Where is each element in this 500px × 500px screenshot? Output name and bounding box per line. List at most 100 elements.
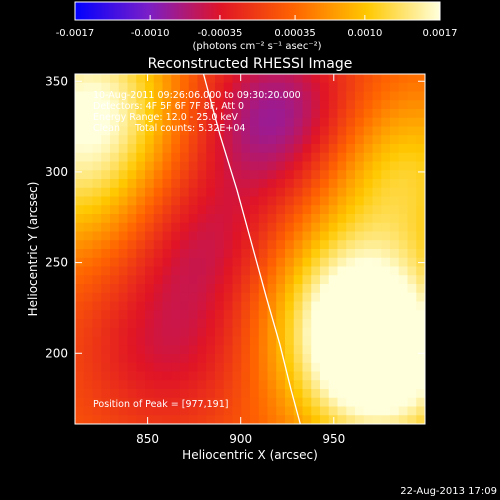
heatmap-cell bbox=[92, 292, 102, 303]
heatmap-cell bbox=[267, 82, 277, 93]
heatmap-cell bbox=[241, 371, 251, 381]
heatmap-cell bbox=[407, 415, 417, 424]
heatmap-cell bbox=[162, 257, 172, 268]
heatmap-cell bbox=[75, 126, 85, 136]
heatmap-cell bbox=[372, 109, 382, 119]
heatmap-cell bbox=[285, 100, 295, 110]
heatmap-cell bbox=[153, 397, 164, 408]
heatmap-cell bbox=[153, 135, 164, 145]
heatmap-cell bbox=[372, 222, 382, 233]
heatmap-cell bbox=[381, 161, 391, 171]
heatmap-cell bbox=[188, 152, 199, 163]
heatmap-cell bbox=[250, 310, 260, 320]
heatmap-cell bbox=[206, 371, 216, 381]
heatmap-cell bbox=[390, 91, 400, 101]
heatmap-cell bbox=[215, 284, 225, 294]
heatmap-cell bbox=[285, 284, 295, 294]
heatmap-cell bbox=[206, 82, 216, 93]
heatmap-cell bbox=[241, 179, 251, 189]
heatmap-cell bbox=[285, 336, 295, 346]
heatmap-cell bbox=[232, 292, 242, 303]
heatmap-cell bbox=[328, 310, 339, 320]
heatmap-cell bbox=[346, 397, 356, 408]
heatmap-cell bbox=[250, 284, 260, 294]
heatmap-cell bbox=[267, 319, 277, 329]
heatmap-cell bbox=[153, 222, 164, 233]
heatmap-cell bbox=[171, 196, 181, 206]
heatmap-cell bbox=[250, 74, 260, 84]
heatmap-cell bbox=[390, 371, 400, 381]
heatmap-cell bbox=[398, 196, 409, 206]
heatmap-cell bbox=[136, 91, 146, 101]
heatmap-cell bbox=[241, 126, 251, 136]
heatmap-cell bbox=[311, 301, 321, 311]
heatmap-cell bbox=[407, 109, 417, 119]
heatmap-cell bbox=[311, 91, 321, 101]
heatmap-cell bbox=[381, 144, 391, 154]
heatmap-cell bbox=[118, 214, 129, 224]
heatmap-cell bbox=[337, 292, 347, 303]
heatmap-cell bbox=[337, 214, 347, 224]
heatmap-cell bbox=[285, 196, 295, 206]
heatmap-cell bbox=[390, 301, 400, 311]
heatmap-cell bbox=[250, 91, 260, 101]
heatmap-cell bbox=[346, 240, 356, 250]
heatmap-image bbox=[75, 74, 425, 424]
heatmap-cell bbox=[337, 240, 347, 250]
heatmap-cell bbox=[241, 152, 251, 163]
heatmap-cell bbox=[355, 144, 365, 154]
heatmap-cell bbox=[92, 126, 102, 136]
heatmap-cell bbox=[250, 275, 260, 285]
heatmap-cell bbox=[398, 275, 409, 285]
heatmap-cell bbox=[118, 240, 129, 250]
heatmap-cell bbox=[197, 196, 207, 206]
heatmap-cell bbox=[136, 82, 146, 93]
heatmap-cell bbox=[171, 205, 181, 215]
heatmap-cell bbox=[136, 275, 146, 285]
heatmap-cell bbox=[162, 91, 172, 101]
heatmap-cell bbox=[320, 231, 330, 241]
heatmap-cell bbox=[92, 82, 102, 93]
heatmap-cell bbox=[145, 336, 155, 346]
heatmap-cell bbox=[363, 319, 374, 329]
heatmap-cell bbox=[127, 406, 137, 416]
heatmap-cell bbox=[407, 82, 417, 93]
heatmap-cell bbox=[75, 319, 85, 329]
heatmap-cell bbox=[75, 310, 85, 320]
heatmap-cell bbox=[223, 109, 234, 119]
heatmap-cell bbox=[197, 135, 207, 145]
heatmap-cell bbox=[127, 415, 137, 424]
heatmap-cell bbox=[92, 380, 102, 390]
heatmap-cell bbox=[118, 179, 129, 189]
heatmap-cell bbox=[416, 389, 425, 399]
heatmap-cell bbox=[118, 284, 129, 294]
heatmap-cell bbox=[101, 179, 111, 189]
heatmap-cell bbox=[285, 126, 295, 136]
heatmap-cell bbox=[127, 336, 137, 346]
heatmap-cell bbox=[127, 362, 137, 373]
heatmap-cell bbox=[162, 82, 172, 93]
heatmap-cell bbox=[320, 371, 330, 381]
heatmap-cell bbox=[355, 187, 365, 198]
heatmap-cell bbox=[258, 100, 269, 110]
y-axis-label: Heliocentric Y (arcsec) bbox=[26, 182, 40, 317]
heatmap-cell bbox=[311, 205, 321, 215]
heatmap-cell bbox=[328, 126, 339, 136]
heatmap-cell bbox=[276, 415, 286, 424]
heatmap-cell bbox=[276, 310, 286, 320]
heatmap-cell bbox=[302, 292, 312, 303]
heatmap-cell bbox=[302, 249, 312, 259]
heatmap-cell bbox=[206, 380, 216, 390]
heatmap-cell bbox=[302, 100, 312, 110]
heatmap-cell bbox=[311, 406, 321, 416]
heatmap-cell bbox=[162, 179, 172, 189]
heatmap-cell bbox=[180, 266, 190, 276]
heatmap-cell bbox=[136, 310, 146, 320]
heatmap-cell bbox=[355, 319, 365, 329]
heatmap-cell bbox=[346, 362, 356, 373]
heatmap-cell bbox=[407, 397, 417, 408]
heatmap-cell bbox=[363, 257, 374, 268]
heatmap-cell bbox=[223, 371, 234, 381]
heatmap-cell bbox=[171, 214, 181, 224]
heatmap-cell bbox=[302, 327, 312, 338]
